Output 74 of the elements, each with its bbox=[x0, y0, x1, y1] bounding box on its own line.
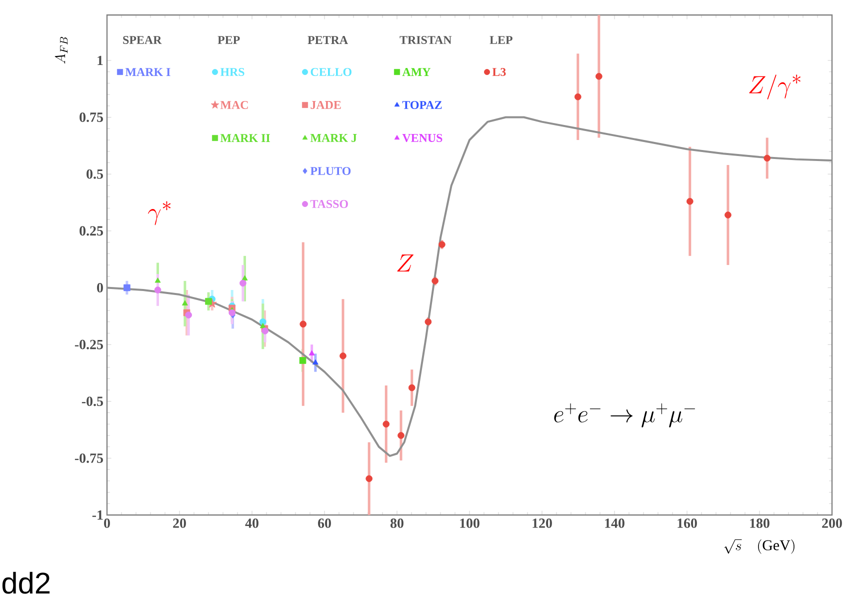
point bbox=[182, 300, 188, 306]
x-tick-label: 160 bbox=[678, 518, 697, 528]
point bbox=[205, 298, 212, 305]
x-tick-label: 180 bbox=[750, 518, 770, 528]
y-tick-label: -0.75 bbox=[74, 453, 103, 463]
point bbox=[242, 275, 248, 280]
x-tick-label: 80 bbox=[390, 518, 404, 528]
annotation: SPEAR bbox=[123, 36, 162, 44]
legend-label: MARK J bbox=[310, 134, 357, 142]
legend-label: VENUS bbox=[402, 134, 442, 142]
point bbox=[366, 475, 372, 482]
x-tick-label: 140 bbox=[605, 518, 624, 528]
legend-label: MAC bbox=[220, 100, 248, 109]
legend-label: TASSO bbox=[310, 200, 348, 208]
y-axis-title: $A_{FB}$ bbox=[54, 36, 68, 64]
point bbox=[382, 420, 390, 428]
point bbox=[432, 278, 438, 284]
annotation: $Z$ bbox=[397, 254, 414, 272]
annotation: LEP bbox=[490, 36, 512, 44]
point bbox=[228, 309, 236, 316]
point bbox=[764, 154, 771, 162]
x-tick-label: 0 bbox=[104, 518, 110, 528]
y-tick-label: 0 bbox=[97, 283, 103, 292]
annotation: $e^{+}e^{-}\rightarrow\mu^{+}\mu^{-}$ bbox=[554, 403, 695, 428]
legend-label: MARK I bbox=[125, 68, 170, 76]
point bbox=[154, 278, 161, 283]
y-tick-label: 1 bbox=[98, 56, 103, 66]
annotation: TRISTAN bbox=[400, 36, 452, 44]
y-tick-label: -1 bbox=[92, 510, 103, 520]
point bbox=[262, 328, 268, 334]
legend-label: AMY bbox=[402, 68, 431, 76]
y-tick-label: 0.5 bbox=[86, 169, 103, 179]
point bbox=[185, 312, 192, 318]
point bbox=[260, 322, 266, 328]
y-tick-label: 0.75 bbox=[80, 112, 103, 122]
point bbox=[124, 284, 130, 292]
point bbox=[299, 357, 306, 364]
legend-label: CELLO bbox=[310, 68, 352, 76]
point bbox=[438, 241, 446, 248]
point bbox=[424, 318, 432, 326]
legend-label: HRS bbox=[220, 68, 244, 76]
y-tick-label: -0.25 bbox=[74, 340, 103, 350]
x-tick-label: 120 bbox=[532, 518, 552, 528]
x-axis-title: $\sqrt{s}\quad \mathrm{(GeV)}$ bbox=[724, 539, 794, 554]
legend-label: JADE bbox=[310, 100, 341, 109]
point bbox=[154, 286, 162, 294]
x-tick-label: 200 bbox=[822, 518, 842, 528]
legend-label: L3 bbox=[492, 68, 506, 76]
x-tick-label: 60 bbox=[318, 518, 331, 528]
annotation: PEP bbox=[218, 36, 240, 44]
line-series bbox=[106, 116, 834, 457]
legend-label: TOPAZ bbox=[402, 100, 442, 109]
point bbox=[312, 359, 318, 365]
annotation: PETRA bbox=[308, 36, 348, 44]
point bbox=[300, 320, 307, 328]
point bbox=[724, 212, 732, 218]
point bbox=[240, 280, 246, 287]
point bbox=[596, 72, 602, 80]
point bbox=[408, 384, 416, 392]
legend-label: MARK II bbox=[220, 134, 270, 142]
point bbox=[398, 432, 404, 439]
x-tick-label: 100 bbox=[460, 518, 480, 528]
annotation: $Z/\gamma^{*}$ bbox=[749, 74, 800, 100]
point bbox=[308, 350, 315, 356]
point bbox=[340, 352, 346, 360]
legend-label: PLUTO bbox=[310, 166, 351, 176]
point bbox=[686, 198, 694, 205]
point bbox=[574, 93, 582, 100]
y-tick-label: 0.25 bbox=[80, 226, 103, 236]
x-tick-label: 40 bbox=[245, 518, 258, 528]
annotation: $\gamma^{*}$ bbox=[148, 201, 171, 226]
x-tick-label: 20 bbox=[173, 518, 186, 528]
y-tick-label: -0.5 bbox=[82, 396, 103, 406]
text: dd2 bbox=[2, 572, 50, 594]
